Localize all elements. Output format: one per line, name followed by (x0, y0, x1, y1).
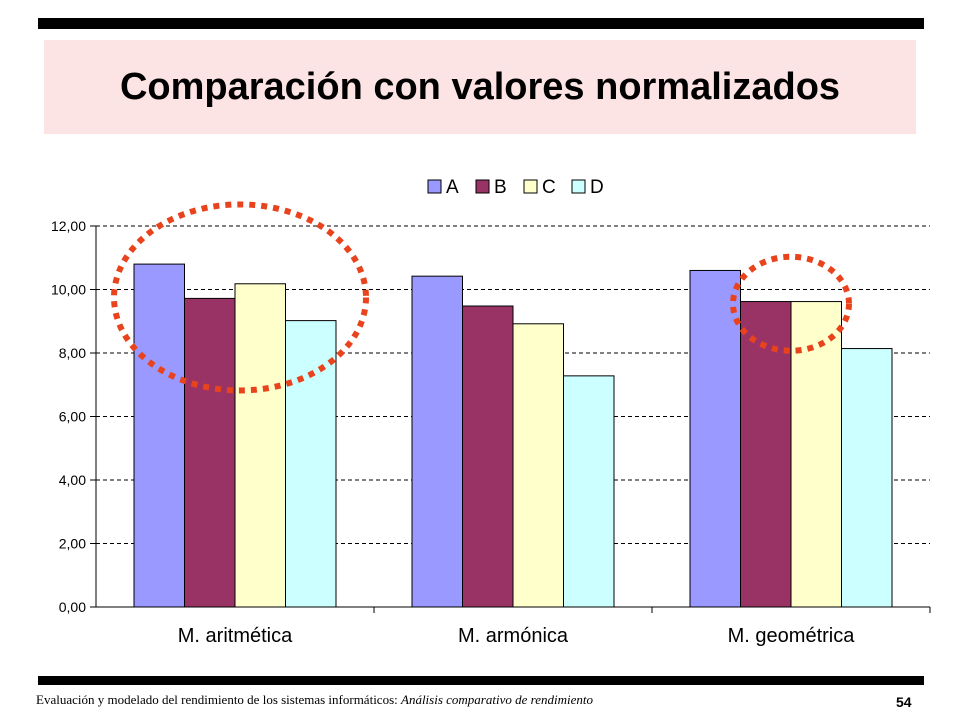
legend-label: C (542, 177, 556, 198)
bar (512, 323, 564, 608)
bar (133, 263, 185, 608)
y-tick-label: 10,00 (51, 282, 86, 298)
bar (689, 269, 741, 608)
y-tick-label: 6,00 (59, 409, 86, 425)
annotation-ellipse (730, 253, 852, 354)
x-category-labels: M. aritmética M. armónica M. geométrica (178, 625, 855, 647)
y-tick-labels: 0,00 2,00 4,00 6,00 8,00 10,00 12,00 (51, 218, 86, 615)
y-tick-label: 0,00 (59, 599, 86, 615)
y-tick-label: 12,00 (51, 218, 86, 234)
bars (133, 263, 893, 608)
legend: A B C D (427, 177, 604, 198)
footer-main: Evaluación y modelado del rendimiento de… (36, 692, 401, 707)
bar (740, 301, 792, 608)
bar (411, 275, 463, 608)
footer-subtitle: Análisis comparativo de rendimiento (401, 692, 593, 707)
legend-swatch (427, 179, 442, 194)
x-category-label: M. aritmética (178, 625, 293, 647)
legend-swatch (571, 179, 586, 194)
y-tick-label: 2,00 (59, 536, 86, 552)
legend-label: D (590, 177, 604, 198)
bottom-rule (38, 676, 924, 685)
x-category-label: M. geométrica (728, 625, 856, 647)
annotation-ellipse (111, 201, 369, 394)
y-tick-label: 8,00 (59, 345, 86, 361)
legend-label: B (494, 177, 507, 198)
axes (90, 225, 931, 613)
bar-chart: 0,00 2,00 4,00 6,00 8,00 10,00 12,00 M. aritmé… (51, 177, 931, 647)
bar (234, 283, 286, 608)
bar (462, 305, 514, 608)
top-rule (38, 18, 924, 29)
footer: Evaluación y modelado del rendimiento de… (36, 692, 593, 708)
legend-swatch (523, 179, 538, 194)
bar (563, 375, 615, 608)
bar (841, 348, 893, 608)
bar (285, 320, 337, 608)
legend-label: A (446, 177, 459, 198)
slide-title: Comparación con valores normalizados (119, 65, 841, 108)
title-banner: Comparación con valores normalizados (44, 40, 916, 134)
legend-swatch (475, 179, 490, 194)
annotations (111, 201, 852, 394)
bar (184, 297, 236, 608)
x-category-label: M. armónica (458, 625, 569, 647)
page-number: 54 (896, 694, 912, 710)
y-tick-label: 4,00 (59, 472, 86, 488)
